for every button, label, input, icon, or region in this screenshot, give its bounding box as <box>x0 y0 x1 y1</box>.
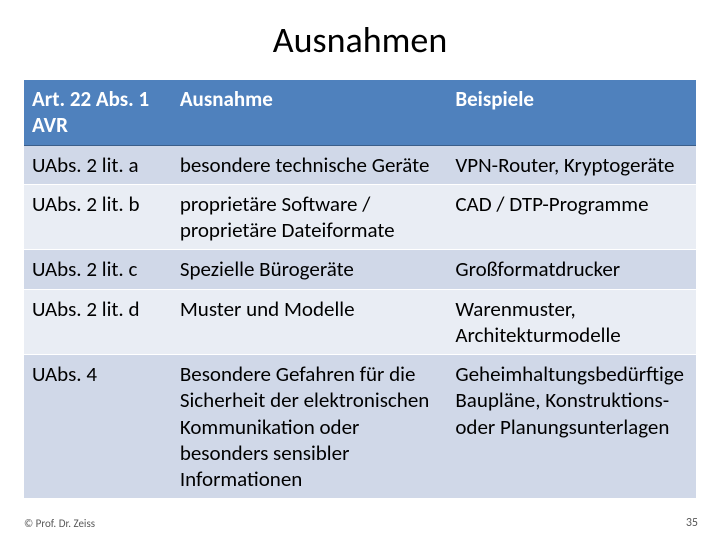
slide-title: Ausnahmen <box>24 18 696 62</box>
col-header-article: Art. 22 Abs. 1 AVR <box>24 80 172 145</box>
table-row: UAbs. 4 Besondere Gefahren für die Siche… <box>24 355 696 499</box>
table-row: UAbs. 2 lit. a besondere technische Gerä… <box>24 145 696 184</box>
table-row: UAbs. 2 lit. c Spezielle Bürogeräte Groß… <box>24 250 696 289</box>
exceptions-table: Art. 22 Abs. 1 AVR Ausnahme Beispiele UA… <box>24 80 696 499</box>
cell-exception: Spezielle Bürogeräte <box>172 250 448 289</box>
cell-article: UAbs. 4 <box>24 355 172 499</box>
cell-examples: CAD / DTP-Programme <box>447 184 696 250</box>
table-row: UAbs. 2 lit. b proprietäre Software / pr… <box>24 184 696 250</box>
slide: Ausnahmen Art. 22 Abs. 1 AVR Ausnahme Be… <box>0 0 720 540</box>
col-header-examples: Beispiele <box>447 80 696 145</box>
cell-article: UAbs. 2 lit. d <box>24 289 172 355</box>
cell-article: UAbs. 2 lit. c <box>24 250 172 289</box>
cell-exception: Besondere Gefahren für die Sicherheit de… <box>172 355 448 499</box>
cell-article: UAbs. 2 lit. b <box>24 184 172 250</box>
page-number: 35 <box>686 516 698 530</box>
table-header-row: Art. 22 Abs. 1 AVR Ausnahme Beispiele <box>24 80 696 145</box>
cell-article: UAbs. 2 lit. a <box>24 145 172 184</box>
table-row: UAbs. 2 lit. d Muster und Modelle Warenm… <box>24 289 696 355</box>
footer-copyright: © Prof. Dr. Zeiss <box>24 517 95 530</box>
cell-examples: Geheimhaltungsbedürftige Baupläne, Konst… <box>447 355 696 499</box>
cell-examples: VPN-Router, Kryptogeräte <box>447 145 696 184</box>
col-header-exception: Ausnahme <box>172 80 448 145</box>
cell-exception: Muster und Modelle <box>172 289 448 355</box>
cell-examples: Großformatdrucker <box>447 250 696 289</box>
cell-exception: besondere technische Geräte <box>172 145 448 184</box>
cell-examples: Warenmuster, Architekturmodelle <box>447 289 696 355</box>
cell-exception: proprietäre Software / proprietäre Datei… <box>172 184 448 250</box>
